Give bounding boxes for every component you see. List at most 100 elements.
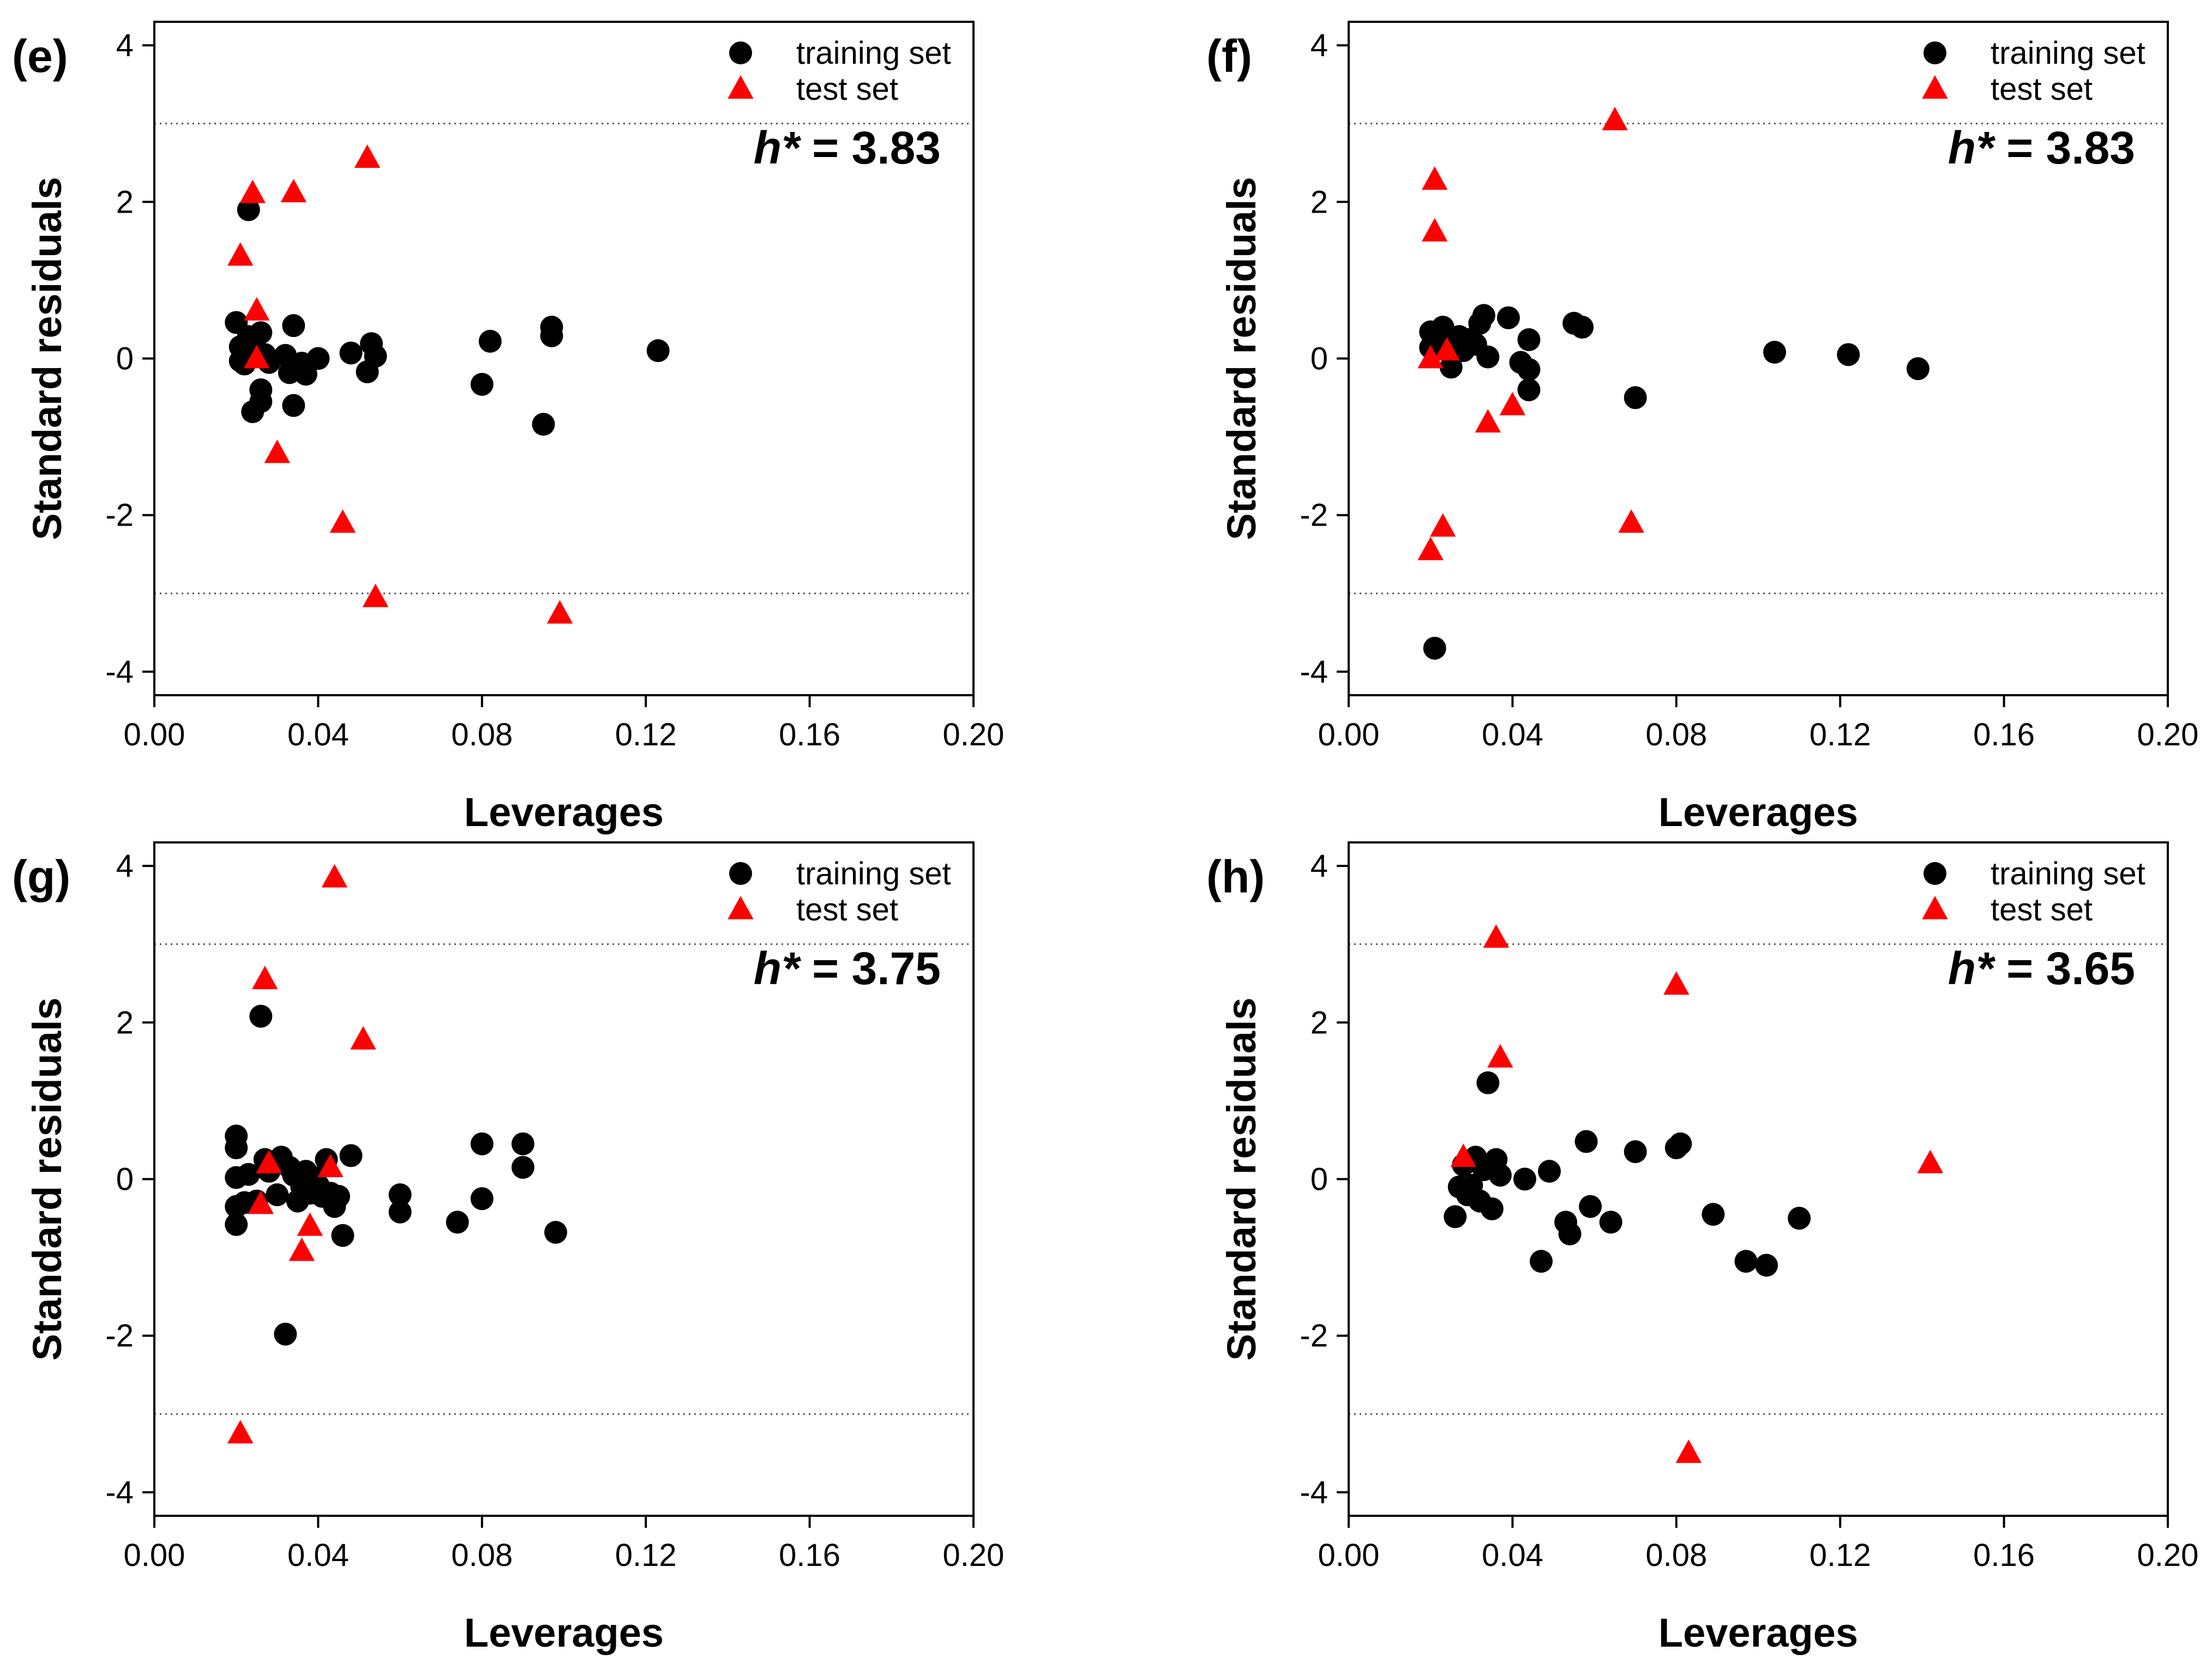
test-point	[1421, 166, 1448, 190]
test-point	[248, 1190, 274, 1214]
test-point	[1917, 1149, 1944, 1173]
test-point	[1450, 1143, 1477, 1167]
series-training	[225, 1004, 567, 1346]
training-point	[339, 341, 363, 365]
x-tick-label: 0.00	[1318, 717, 1380, 752]
training-point	[1788, 1207, 1811, 1230]
training-point	[249, 390, 273, 413]
h-star-value: = 3.83	[1994, 122, 2135, 173]
x-tick-label: 0.12	[615, 1538, 677, 1573]
test-point	[1421, 218, 1448, 242]
x-axis-label: Leverages	[464, 790, 664, 835]
test-point	[244, 345, 270, 369]
x-tick-label: 0.16	[779, 1538, 840, 1573]
training-point	[274, 1322, 297, 1346]
training-point	[1517, 328, 1541, 352]
training-point	[532, 413, 555, 436]
training-point	[446, 1210, 469, 1234]
h-star-value: = 3.83	[800, 122, 941, 173]
test-point	[264, 439, 291, 463]
h-star-symbol: h*	[1948, 943, 1995, 994]
training-point	[294, 363, 317, 386]
series-test	[227, 864, 376, 1444]
y-tick-label: -2	[1300, 1318, 1328, 1354]
legend-marker-test	[1922, 75, 1948, 99]
training-point	[306, 347, 330, 370]
panel-label: (g)	[12, 851, 70, 902]
training-point	[1579, 1195, 1602, 1218]
h-star-annotation: h* = 3.65	[1948, 943, 2135, 994]
y-tick-label: 4	[116, 28, 134, 63]
h-star-symbol: h*	[754, 122, 801, 173]
training-point	[1472, 304, 1495, 327]
y-tick-label: 2	[1311, 184, 1328, 220]
legend-label: training set	[796, 35, 951, 71]
test-point	[1483, 924, 1510, 948]
training-point	[1574, 1130, 1598, 1153]
y-tick-label: -4	[105, 1475, 134, 1510]
training-point	[327, 1185, 350, 1208]
x-tick-label: 0.16	[1973, 1538, 2035, 1573]
training-point	[388, 1200, 412, 1224]
test-point	[350, 1026, 376, 1050]
legend-marker-training	[1924, 862, 1946, 885]
test-point	[252, 966, 278, 990]
y-axis-label: Standard residuals	[1219, 177, 1264, 540]
training-point	[1837, 343, 1860, 366]
test-point	[297, 1212, 323, 1236]
training-point	[225, 1136, 248, 1160]
training-point	[1513, 1167, 1536, 1191]
series-training	[1444, 1071, 1811, 1277]
x-tick-label: 0.04	[287, 717, 349, 752]
series-training	[1419, 304, 1930, 660]
test-point	[1675, 1439, 1702, 1463]
test-point	[1602, 106, 1628, 130]
x-tick-label: 0.04	[287, 1538, 349, 1573]
legend-label: test set	[1991, 892, 2093, 927]
y-axis-label: Standard residuals	[25, 177, 70, 540]
panel-label: (f)	[1206, 31, 1252, 82]
training-point	[1734, 1250, 1758, 1273]
x-tick-label: 0.08	[451, 717, 513, 752]
h-star-value: = 3.75	[800, 943, 941, 994]
training-point	[478, 329, 502, 353]
training-point	[1444, 1205, 1467, 1228]
training-point	[1480, 1197, 1504, 1221]
training-point	[646, 339, 670, 363]
test-point	[1487, 1044, 1513, 1068]
h-star-value: = 3.65	[1994, 943, 2135, 994]
training-point	[1496, 306, 1520, 329]
training-point	[1423, 636, 1446, 660]
x-tick-label: 0.12	[1810, 1538, 1871, 1573]
test-point	[256, 1149, 282, 1173]
x-tick-label: 0.00	[1318, 1538, 1380, 1573]
training-point	[339, 1144, 363, 1167]
y-tick-label: 4	[1311, 848, 1328, 884]
y-tick-label: 2	[116, 184, 134, 220]
x-tick-label: 0.16	[1973, 717, 2035, 752]
test-point	[1499, 391, 1526, 415]
training-point	[470, 1132, 494, 1155]
training-point	[388, 1183, 412, 1207]
test-point	[280, 179, 307, 203]
legend-label: training set	[796, 856, 951, 891]
x-tick-label: 0.20	[943, 1538, 1005, 1573]
training-point	[249, 321, 273, 345]
legend-marker-test	[1922, 896, 1948, 919]
panel-g: -4 -2 0 2 4 0.00 0.04 0.08 0.12 0.16 0.20 Leverages…	[12, 841, 1005, 1655]
x-axis-label: Leverages	[1658, 790, 1858, 835]
h-star-annotation: h* = 3.83	[754, 122, 941, 173]
x-tick-label: 0.20	[2137, 717, 2199, 752]
x-tick-label: 0.00	[124, 717, 185, 752]
training-point	[1702, 1203, 1725, 1226]
training-point	[1624, 1140, 1647, 1164]
training-point	[1476, 1071, 1500, 1094]
test-point	[1618, 509, 1644, 533]
training-point	[1488, 1164, 1512, 1187]
legend-label: training set	[1991, 35, 2145, 71]
training-point	[225, 1213, 248, 1236]
training-point	[470, 372, 494, 396]
